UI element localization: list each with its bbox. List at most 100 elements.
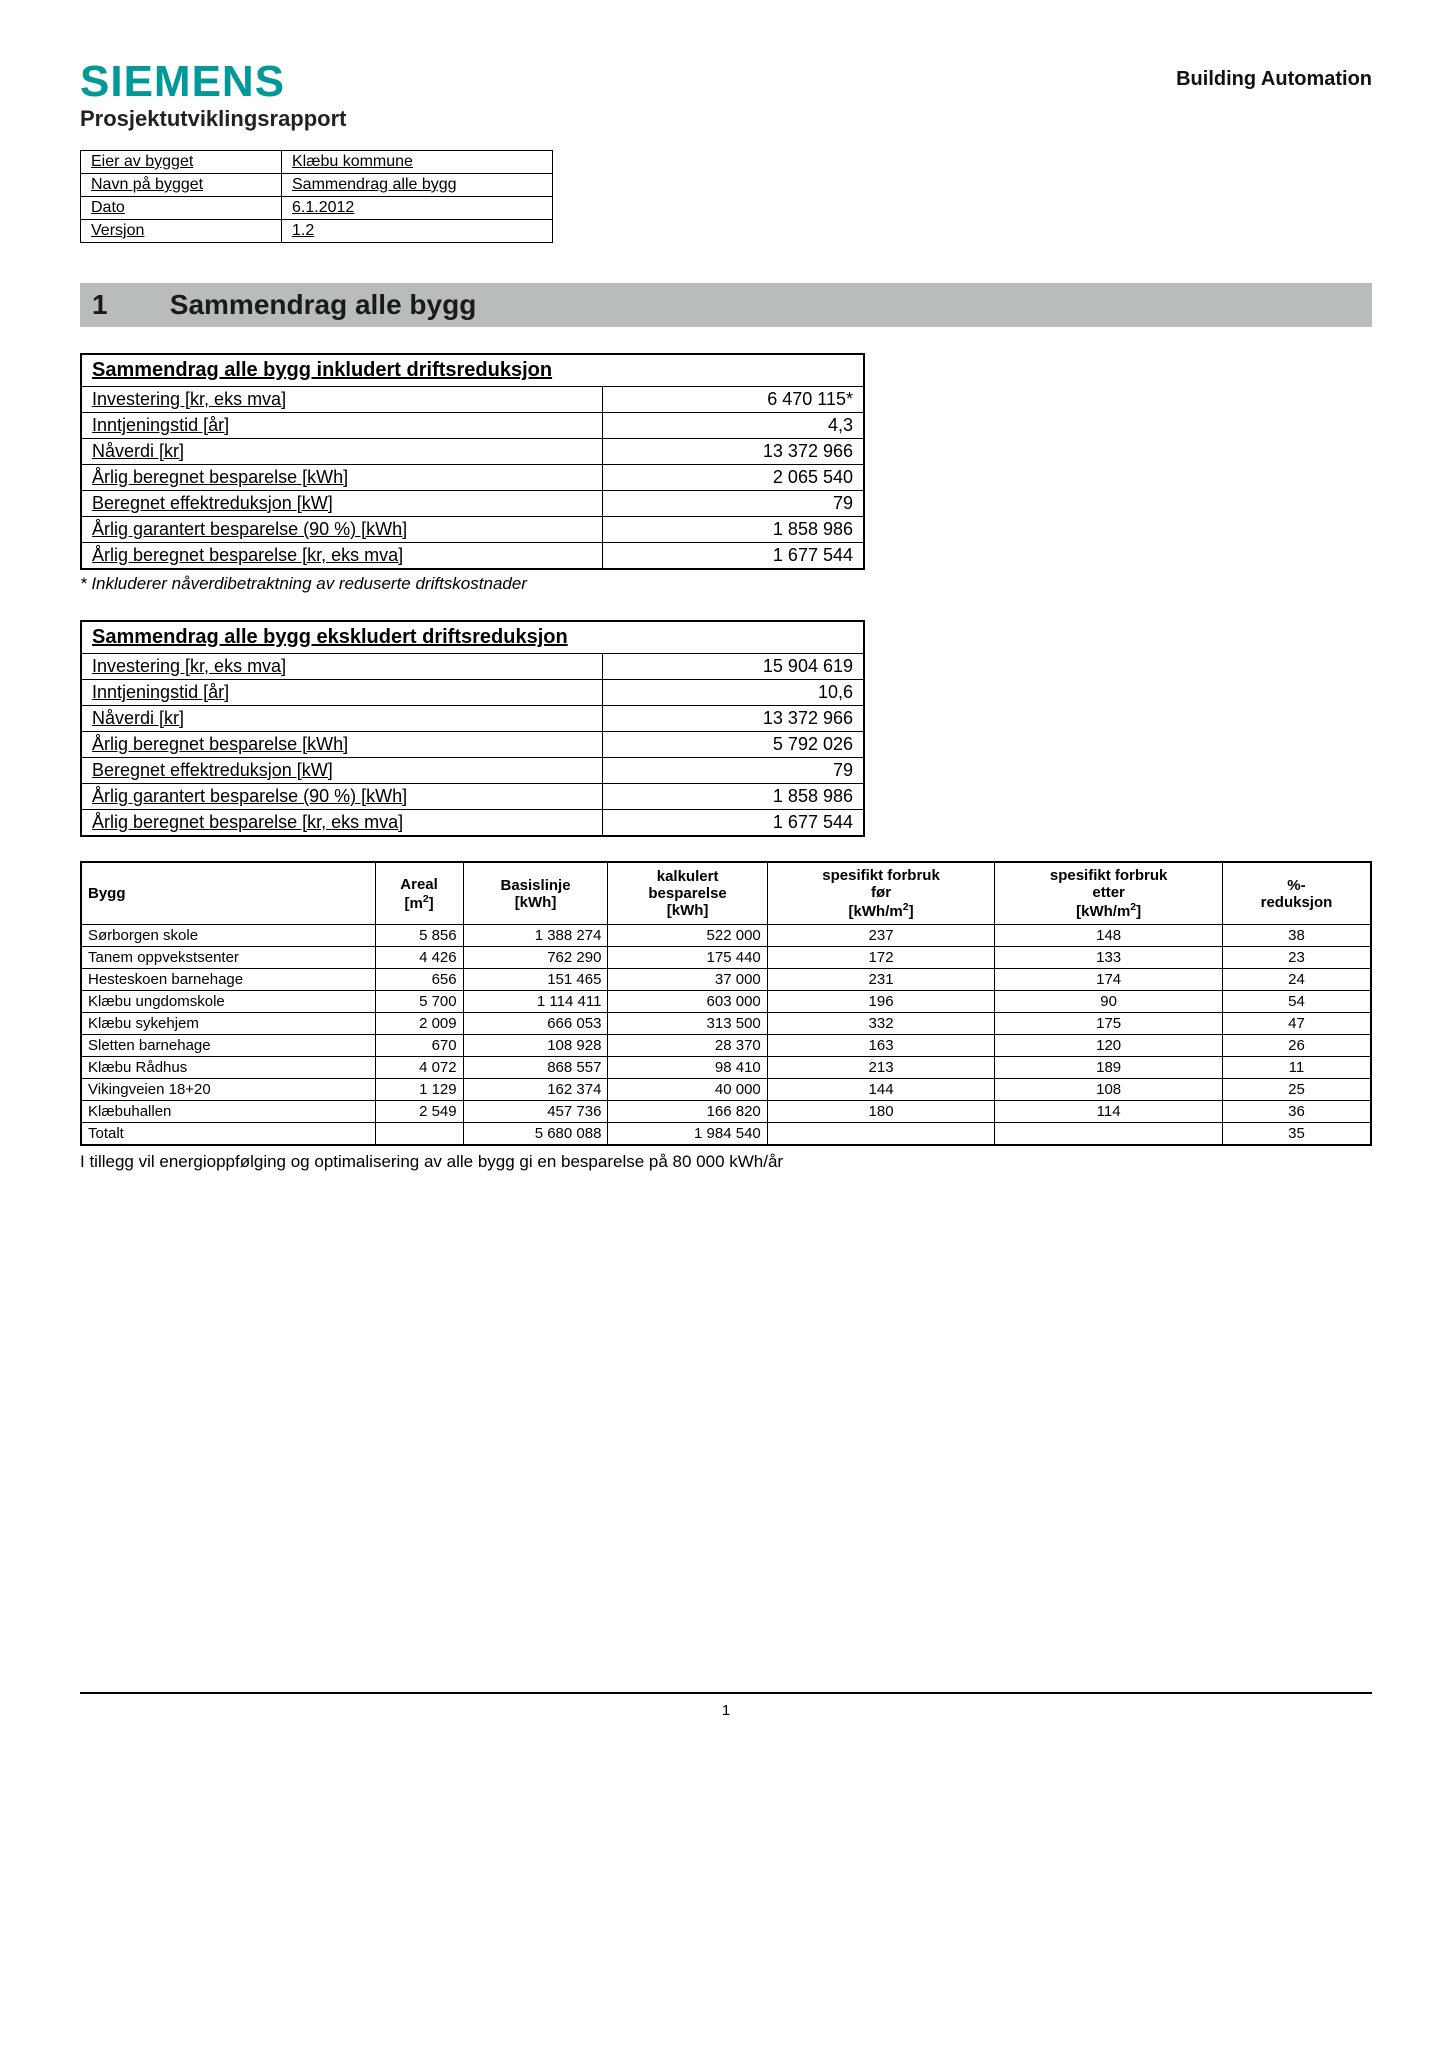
summary1-footnote: * Inkluderer nåverdibetraktning av redus…: [80, 574, 1372, 594]
summary-row: Årlig garantert besparelse (90 %) [kWh]1…: [81, 784, 864, 810]
table-cell: 670: [375, 1035, 463, 1057]
table-cell: 26: [1222, 1035, 1371, 1057]
table-cell: 1 984 540: [608, 1123, 767, 1146]
table-cell: [767, 1123, 995, 1146]
summary-table-2: Sammendrag alle bygg ekskludert driftsre…: [80, 620, 865, 837]
col-reduksjon: %-reduksjon: [1222, 862, 1371, 925]
table-row: Vikingveien 18+201 129162 37440 00014410…: [81, 1079, 1371, 1101]
summary-row: Årlig beregnet besparelse [kWh]2 065 540: [81, 465, 864, 491]
table-cell: 163: [767, 1035, 995, 1057]
table-cell: 603 000: [608, 991, 767, 1013]
summary-value: 5 792 026: [603, 732, 865, 758]
info-row: Eier av byggetKlæbu kommune: [81, 151, 553, 174]
summary-value: 1 677 544: [603, 543, 865, 570]
table-cell: 148: [995, 925, 1223, 947]
table-cell: 24: [1222, 969, 1371, 991]
info-value: 6.1.2012: [282, 197, 553, 220]
table-cell: 313 500: [608, 1013, 767, 1035]
summary-label: Inntjeningstid [år]: [81, 680, 603, 706]
info-label: Eier av bygget: [81, 151, 282, 174]
table-cell: 196: [767, 991, 995, 1013]
table-cell: 174: [995, 969, 1223, 991]
table-cell: 38: [1222, 925, 1371, 947]
table-cell: 37 000: [608, 969, 767, 991]
col-areal: Areal[m2]: [375, 862, 463, 925]
summary-row: Nåverdi [kr]13 372 966: [81, 706, 864, 732]
table-cell: 4 072: [375, 1057, 463, 1079]
table-cell: 1 388 274: [463, 925, 608, 947]
summary-value: 1 858 986: [603, 517, 865, 543]
summary-label: Årlig beregnet besparelse [kWh]: [81, 465, 603, 491]
header: SIEMENS Prosjektutviklingsrapport Buildi…: [80, 60, 1372, 132]
summary-row: Beregnet effektreduksjon [kW]79: [81, 491, 864, 517]
table-cell: Klæbu sykehjem: [81, 1013, 375, 1035]
table-cell: 332: [767, 1013, 995, 1035]
summary-row: Årlig beregnet besparelse [kr, eks mva]1…: [81, 543, 864, 570]
col-spesifikt-etter: spesifikt forbruketter[kWh/m2]: [995, 862, 1223, 925]
info-value: 1.2: [282, 220, 553, 243]
info-label: Navn på bygget: [81, 174, 282, 197]
table-cell: 54: [1222, 991, 1371, 1013]
table-cell: 231: [767, 969, 995, 991]
table-cell: [995, 1123, 1223, 1146]
info-row: Navn på byggetSammendrag alle bygg: [81, 174, 553, 197]
summary-value: 2 065 540: [603, 465, 865, 491]
col-bygg: Bygg: [81, 862, 375, 925]
summary-table-1: Sammendrag alle bygg inkludert driftsred…: [80, 353, 865, 570]
table-row: Klæbu sykehjem2 009666 053313 5003321754…: [81, 1013, 1371, 1035]
table-cell: 1 129: [375, 1079, 463, 1101]
col-basislinje: Basislinje[kWh]: [463, 862, 608, 925]
summary-label: Nåverdi [kr]: [81, 706, 603, 732]
table-row: Klæbu Rådhus4 072868 55798 41021318911: [81, 1057, 1371, 1079]
table-cell: 151 465: [463, 969, 608, 991]
table-cell: 114: [995, 1101, 1223, 1123]
buildings-table: Bygg Areal[m2] Basislinje[kWh] kalkulert…: [80, 861, 1372, 1146]
table-cell: 180: [767, 1101, 995, 1123]
table-cell: 90: [995, 991, 1223, 1013]
summary-label: Nåverdi [kr]: [81, 439, 603, 465]
table-cell: 656: [375, 969, 463, 991]
table-cell: Vikingveien 18+20: [81, 1079, 375, 1101]
table-cell: 2 009: [375, 1013, 463, 1035]
table-cell: 172: [767, 947, 995, 969]
table-cell: Klæbu Rådhus: [81, 1057, 375, 1079]
col-spesifikt-for: spesifikt forbrukfør[kWh/m2]: [767, 862, 995, 925]
table-cell: 166 820: [608, 1101, 767, 1123]
summary-value: 6 470 115*: [603, 387, 865, 413]
table-cell: 11: [1222, 1057, 1371, 1079]
summary-row: Årlig beregnet besparelse [kWh]5 792 026: [81, 732, 864, 758]
table-cell: 175: [995, 1013, 1223, 1035]
table-cell: 35: [1222, 1123, 1371, 1146]
header-right-title: Building Automation: [1176, 68, 1372, 91]
summary-value: 10,6: [603, 680, 865, 706]
table-row: Hesteskoen barnehage656151 46537 0002311…: [81, 969, 1371, 991]
section-number: 1: [92, 289, 162, 321]
info-row: Versjon1.2: [81, 220, 553, 243]
header-left: SIEMENS Prosjektutviklingsrapport: [80, 60, 347, 132]
summary-label: Beregnet effektreduksjon [kW]: [81, 491, 603, 517]
summary-value: 13 372 966: [603, 439, 865, 465]
table-cell: Sørborgen skole: [81, 925, 375, 947]
table-row: Klæbuhallen2 549457 736166 82018011436: [81, 1101, 1371, 1123]
table-row: Tanem oppvekstsenter4 426762 290175 4401…: [81, 947, 1371, 969]
summary-value: 15 904 619: [603, 654, 865, 680]
table-row: Sletten barnehage670108 92828 3701631202…: [81, 1035, 1371, 1057]
summary-value: 13 372 966: [603, 706, 865, 732]
table-cell: Hesteskoen barnehage: [81, 969, 375, 991]
table-cell: 133: [995, 947, 1223, 969]
table-row: Klæbu ungdomskole5 7001 114 411603 00019…: [81, 991, 1371, 1013]
table-cell: 666 053: [463, 1013, 608, 1035]
table-cell: [375, 1123, 463, 1146]
summary-label: Inntjeningstid [år]: [81, 413, 603, 439]
summary-value: 4,3: [603, 413, 865, 439]
section-heading: 1 Sammendrag alle bygg: [80, 283, 1372, 327]
table-cell: 213: [767, 1057, 995, 1079]
summary-value: 79: [603, 758, 865, 784]
table-cell: 40 000: [608, 1079, 767, 1101]
table-cell: 5 856: [375, 925, 463, 947]
table-cell: 36: [1222, 1101, 1371, 1123]
table-cell: Klæbuhallen: [81, 1101, 375, 1123]
summary-row: Årlig beregnet besparelse [kr, eks mva]1…: [81, 810, 864, 837]
table-cell: 868 557: [463, 1057, 608, 1079]
page-number: 1: [80, 1702, 1372, 1719]
